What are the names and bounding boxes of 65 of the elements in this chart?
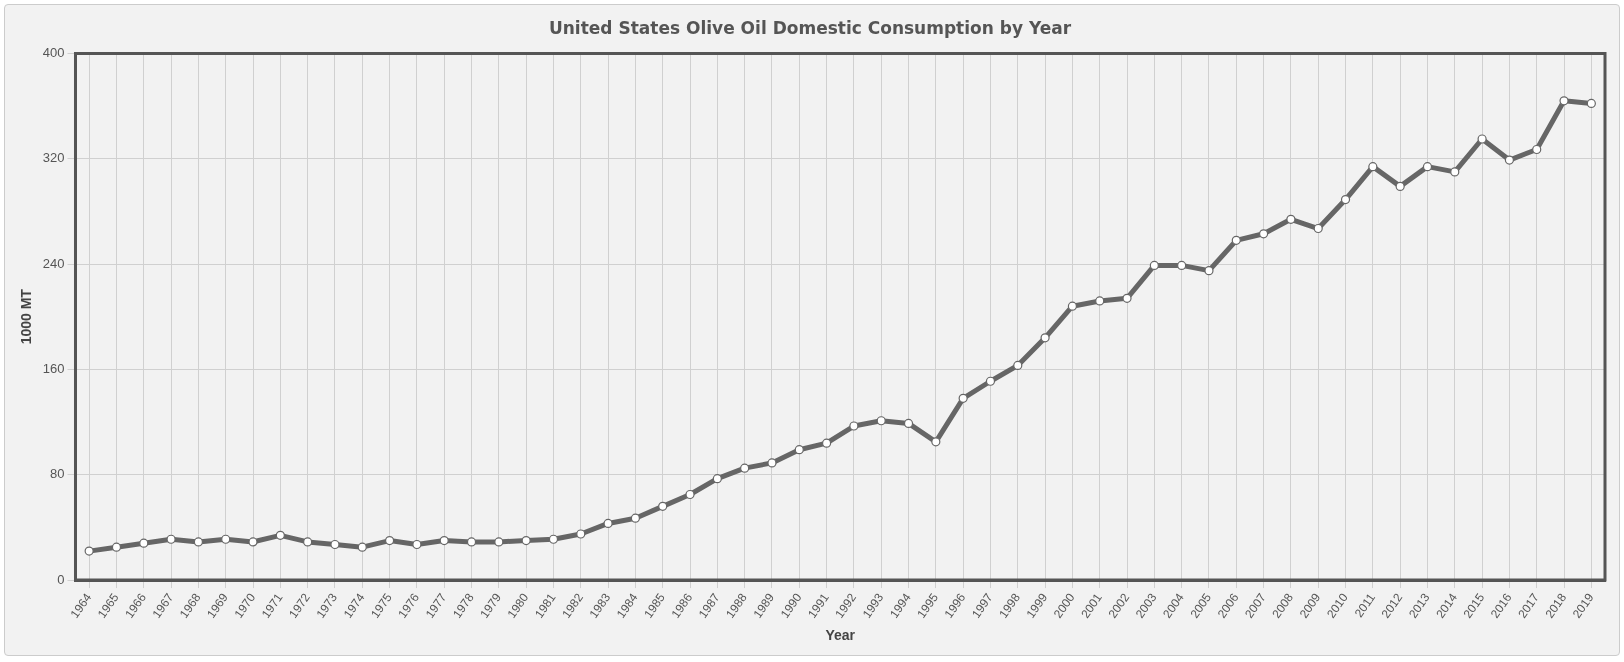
point [521,535,531,546]
point [630,513,640,523]
point [767,458,777,468]
point [1477,134,1487,144]
point [740,463,750,473]
point [1450,167,1460,177]
point [876,416,886,426]
point [1258,229,1269,239]
point [794,445,804,455]
y-tick-label: 80 [50,466,65,482]
point [1286,214,1296,224]
point [275,530,285,540]
point [1204,266,1214,276]
point [849,421,859,431]
point [1040,333,1050,343]
point [248,537,258,547]
point [1313,223,1323,234]
point [166,534,176,544]
point [139,538,149,548]
point [958,393,968,403]
point [712,474,722,484]
point [111,542,122,552]
point [1395,181,1405,191]
point [1532,144,1542,155]
point [357,542,367,552]
point [1340,194,1351,205]
point [221,534,231,544]
point [548,534,559,544]
point [1067,301,1077,311]
point [603,518,613,529]
point [1013,360,1023,371]
point [821,438,832,448]
point [384,535,395,546]
point [1586,98,1596,109]
y-tick-label: 240 [42,255,65,271]
point [303,537,313,547]
chart-title: United States Olive Oil Domestic Consumption by Year [548,17,1072,38]
y-tick-label: 400 [42,44,65,60]
point [193,537,203,547]
point [903,418,914,428]
point [1095,296,1105,306]
y-tick-label: 320 [42,150,65,166]
point [576,529,586,539]
point [330,539,340,550]
x-axis-title: Year [825,627,856,644]
point [1122,293,1132,303]
point [931,437,941,447]
point [494,537,504,547]
point [84,546,94,556]
point [466,537,477,547]
point [412,539,422,550]
point [685,489,695,500]
point [1422,162,1433,172]
point [1504,155,1515,165]
y-tick-label: 0 [57,571,65,587]
y-axis-title: 1000 MT [18,288,35,345]
point [1231,235,1241,245]
point [1559,96,1569,106]
point [1177,260,1187,270]
y-tick-label: 160 [42,360,65,376]
point [439,535,449,546]
point [658,501,668,511]
point [1368,162,1378,172]
point [985,376,996,386]
point [1149,260,1159,270]
